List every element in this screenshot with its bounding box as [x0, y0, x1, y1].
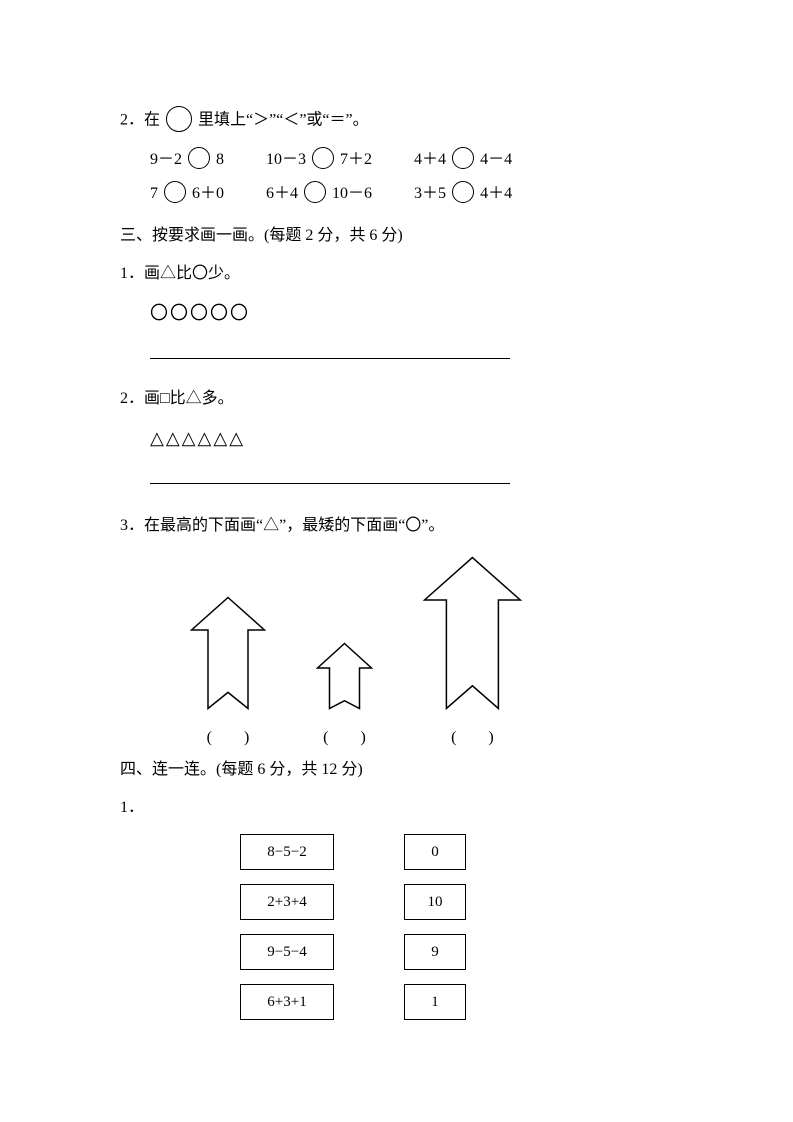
blank-circle-icon	[188, 147, 210, 169]
arrow-icon	[190, 596, 266, 710]
blank-circle-icon	[312, 147, 334, 169]
expr: 7＋2	[340, 151, 372, 168]
expr: 4－4	[480, 151, 512, 168]
q2-suffix: 里填上“＞”“＜”或“＝”。	[198, 112, 369, 129]
blank-circle-icon	[166, 106, 192, 132]
q2-prompt: 2．在 里填上“＞”“＜”或“＝”。	[120, 108, 673, 134]
q2-prefix: 2．在	[120, 112, 160, 129]
match-box-right: 1	[404, 984, 466, 1020]
answer-line	[150, 339, 510, 359]
expr: 6＋0	[192, 185, 224, 202]
expr: 4＋4	[480, 185, 512, 202]
eq-cell: 10－3 7＋2	[266, 148, 372, 172]
right-column: 0 10 9 1	[404, 834, 466, 1020]
expr: 10－3	[266, 151, 306, 168]
eq-cell: 3＋5 4＋4	[414, 182, 512, 206]
arrow-icon	[423, 556, 522, 710]
arrow-cell: ( )	[190, 596, 266, 750]
match-box-left: 2+3+4	[240, 884, 334, 920]
match-box-right: 10	[404, 884, 466, 920]
section4-heading: 四、连一连。(每题 6 分，共 12 分)	[120, 758, 673, 782]
eq-cell: 6＋4 10－6	[266, 182, 372, 206]
s3-p3-text: 3．在最高的下面画“△”，最矮的下面画“〇”。	[120, 514, 673, 538]
s3-p1-text: 1．画△比〇少。	[120, 262, 673, 286]
answer-line	[150, 464, 510, 484]
section3-heading: 三、按要求画一画。(每题 2 分，共 6 分)	[120, 224, 673, 248]
arrow-cell: ( )	[316, 642, 373, 750]
blank-circle-icon	[304, 181, 326, 203]
eq-cell: 4＋4 4－4	[414, 148, 512, 172]
worksheet-page: 2．在 里填上“＞”“＜”或“＝”。 9－2 8 10－3 7＋2 4＋4 4－…	[0, 0, 793, 1122]
blank-circle-icon	[452, 147, 474, 169]
s4-p1-label: 1．	[120, 796, 673, 820]
left-column: 8−5−2 2+3+4 9−5−4 6+3+1	[240, 834, 334, 1020]
blank-circle-icon	[164, 181, 186, 203]
match-box-right: 0	[404, 834, 466, 870]
q2-row-1: 9－2 8 10－3 7＋2 4＋4 4－4	[120, 148, 673, 172]
arrow-row: ( ) ( ) ( )	[120, 556, 673, 750]
match-box-right: 9	[404, 934, 466, 970]
match-box-left: 9−5−4	[240, 934, 334, 970]
expr: 3＋5	[414, 185, 446, 202]
s3-p2-shapes: △△△△△△	[120, 425, 673, 452]
expr: 10－6	[332, 185, 372, 202]
expr: 7	[150, 185, 158, 202]
paren-blank: ( )	[190, 726, 266, 750]
blank-circle-icon	[452, 181, 474, 203]
expr: 4＋4	[414, 151, 446, 168]
eq-cell: 9－2 8	[150, 148, 224, 172]
s3-p1-shapes: 〇〇〇〇〇	[120, 300, 673, 327]
arrow-icon	[316, 642, 373, 710]
match-box-left: 8−5−2	[240, 834, 334, 870]
s3-p2-text: 2．画□比△多。	[120, 387, 673, 411]
expr: 9－2	[150, 151, 182, 168]
paren-blank: ( )	[316, 726, 373, 750]
paren-blank: ( )	[423, 726, 522, 750]
expr: 6＋4	[266, 185, 298, 202]
expr: 8	[216, 151, 224, 168]
match-box-left: 6+3+1	[240, 984, 334, 1020]
matching-area: 8−5−2 2+3+4 9−5−4 6+3+1 0 10 9 1	[120, 834, 673, 1020]
arrow-cell: ( )	[423, 556, 522, 750]
eq-cell: 7 6＋0	[150, 182, 224, 206]
q2-row-2: 7 6＋0 6＋4 10－6 3＋5 4＋4	[120, 182, 673, 206]
